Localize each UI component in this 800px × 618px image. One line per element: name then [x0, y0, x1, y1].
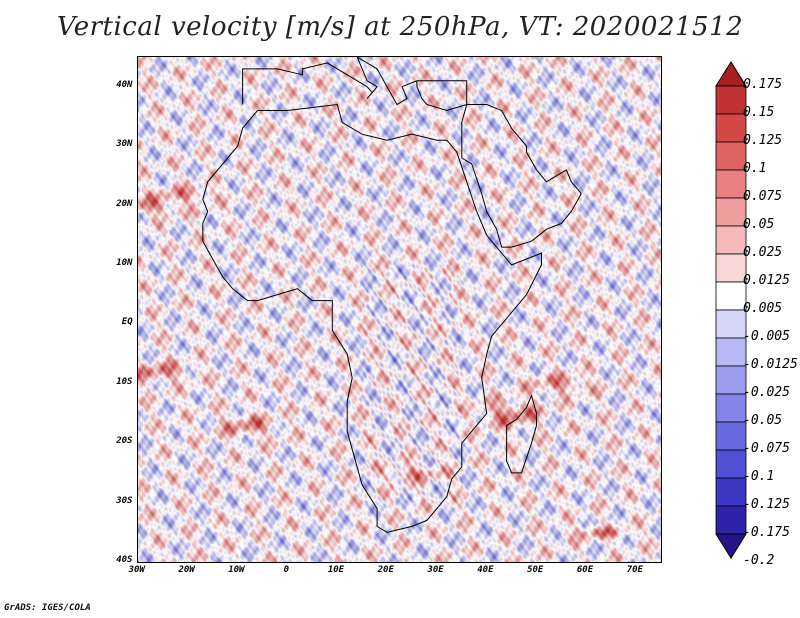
- africa-coastline: [202, 103, 542, 533]
- colorbar-label: -0.175: [743, 525, 790, 540]
- vertical-velocity-field: [138, 57, 661, 562]
- colorbar-label: -0.125: [743, 497, 790, 512]
- colorbar-label: -0.075: [743, 441, 790, 456]
- europe-coastline: [242, 57, 468, 112]
- colorbar-segment: [715, 253, 747, 283]
- colorbar-segment: [715, 281, 747, 311]
- colorbar-segment: [715, 393, 747, 423]
- colorbar-segment: [715, 309, 747, 339]
- grads-credit: GrADS: IGES/COLA: [4, 603, 91, 613]
- colorbar-label: -0.05: [743, 413, 783, 428]
- colorbar-label: 0.175: [743, 77, 783, 92]
- lon-tick-label: 20E: [377, 565, 394, 575]
- colorbar-segment: [715, 85, 747, 115]
- colorbar-segment: [715, 477, 747, 507]
- lat-tick-label: EQ: [121, 317, 133, 328]
- map-title: Vertical velocity [m/s] at 250hPa, VT: 2…: [56, 12, 744, 42]
- colorbar-segment: [715, 225, 747, 255]
- colorbar-segment: [715, 197, 747, 227]
- coastline-overlay: [202, 57, 582, 533]
- lat-tick-label: 10S: [116, 376, 133, 387]
- colorbar-segment: [715, 169, 747, 199]
- colorbar-label: 0.1: [743, 161, 767, 176]
- colorbar-min-arrow: [715, 533, 747, 559]
- colorbar-segment: [715, 365, 747, 395]
- colorbar-segment: [715, 337, 747, 367]
- colorbar-label: 0.15: [743, 105, 775, 120]
- lat-tick-label: 20N: [116, 198, 133, 209]
- lat-tick-label: 30S: [116, 495, 133, 506]
- colorbar-segment: [715, 449, 747, 479]
- lon-tick-label: 10W: [228, 565, 245, 575]
- lon-tick-label: 30W: [128, 565, 145, 575]
- colorbar-label: -0.2: [743, 553, 775, 568]
- lon-tick-label: 30E: [427, 565, 444, 575]
- lat-tick-label: 40S: [116, 555, 133, 565]
- colorbar-label: 0.005: [743, 301, 783, 316]
- colorbar-segment: [715, 141, 747, 171]
- colorbar-max-arrow: [715, 61, 747, 87]
- colorbar-label: 0.125: [743, 133, 783, 148]
- lon-tick-label: 0: [283, 565, 290, 575]
- colorbar-segment: [715, 421, 747, 451]
- lon-tick-label: 40E: [477, 565, 494, 575]
- colorbar-label: -0.005: [743, 329, 790, 344]
- lon-tick-label: 70E: [626, 565, 643, 575]
- lat-tick-label: 10N: [116, 257, 133, 268]
- lat-tick-label: 20S: [116, 436, 133, 447]
- lon-tick-label: 10E: [327, 565, 345, 575]
- lon-tick-label: 60E: [576, 565, 594, 575]
- colorbar-label: 0.075: [743, 189, 783, 204]
- colorbar-label: -0.0125: [743, 357, 798, 372]
- arabia-coastline: [461, 104, 582, 248]
- lon-tick-label: 50E: [527, 565, 544, 575]
- colorbar-label: -0.025: [743, 385, 790, 400]
- madagascar-coastline: [506, 394, 537, 474]
- map-plot-area: [137, 56, 662, 563]
- lat-tick-label: 40N: [116, 79, 133, 90]
- colorbar-label: 0.025: [743, 245, 783, 260]
- colorbar-segment: [715, 113, 747, 143]
- colorbar-label: 0.0125: [743, 273, 790, 288]
- lon-tick-label: 20W: [178, 565, 195, 575]
- lat-tick-label: 30N: [116, 139, 133, 150]
- colorbar-segment: [715, 505, 747, 535]
- colorbar-label: 0.05: [743, 217, 775, 232]
- colorbar: [715, 61, 747, 559]
- colorbar-label: -0.1: [743, 469, 775, 484]
